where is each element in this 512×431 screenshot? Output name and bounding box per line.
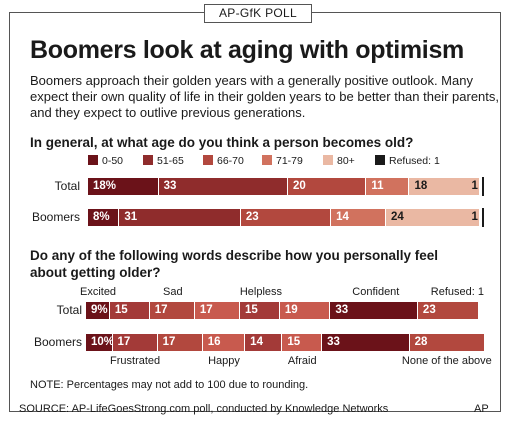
bar-segment: 19 [279, 302, 331, 319]
legend-label: Refused: 1 [389, 155, 440, 167]
bar-segment: 14 [245, 334, 283, 351]
chart2-question-text: Do any of the following words describe h… [30, 248, 439, 280]
legend-item: 66-70 [203, 155, 244, 167]
data-label: 1 [471, 180, 478, 192]
bar-segment: 15 [282, 334, 323, 351]
legend-swatch [88, 155, 98, 165]
segment-word-label: Refused: 1 [430, 286, 484, 298]
headline: Boomers look at aging with optimism [30, 36, 464, 64]
row-label: Total [56, 303, 82, 317]
segment-word-label: Happy [208, 355, 240, 367]
legend-swatch [262, 155, 272, 165]
legend-item: Refused: 1 [375, 155, 440, 167]
row-label: Total [54, 179, 80, 193]
segment-word-label: Afraid [287, 355, 317, 367]
legend-swatch [143, 155, 153, 165]
segment-word-label: Excited [79, 286, 117, 298]
refused-tick [482, 177, 484, 196]
ap-credit: AP [474, 403, 489, 415]
chart2-question: Do any of the following words describe h… [30, 247, 470, 281]
segment-word-label: Sad [163, 286, 183, 298]
chart1-question: In general, at what age do you think a p… [30, 135, 414, 150]
bar-segment: 10% [86, 334, 113, 351]
legend-swatch [203, 155, 213, 165]
legend-item: 71-79 [262, 155, 303, 167]
bar-segment: 33 [158, 178, 288, 195]
bar-segment: 1 [472, 178, 484, 195]
bar-segment: 31 [119, 209, 241, 226]
legend-label: 51-65 [157, 155, 184, 167]
stacked-bar: 10% 17 17 16 14 15 33 28 [86, 334, 484, 351]
legend-label: 80+ [337, 155, 355, 167]
bar-segment: 17 [194, 302, 241, 319]
legend-item: 51-65 [143, 155, 184, 167]
bar-segment: 17 [157, 334, 203, 351]
legend-swatch [375, 155, 385, 165]
legend-swatch [323, 155, 333, 165]
poll-tag: AP-GfK POLL [204, 4, 312, 23]
bar-segment: 15 [240, 302, 280, 319]
bar-segment: 8% [88, 209, 120, 226]
bar-segment: 11 [366, 178, 410, 195]
bar-segment: 18% [88, 178, 159, 195]
bar-segment: 15 [109, 302, 150, 319]
bar-segment: 23 [417, 302, 479, 319]
bar-segment [478, 302, 484, 319]
bar-segment: 16 [202, 334, 246, 351]
bar-segment: 33 [322, 334, 410, 351]
bar-segment: 14 [331, 209, 386, 226]
stacked-bar: 18% 33 20 11 18 1 [88, 178, 484, 195]
row-label: Boomers [31, 210, 80, 224]
source-line: SOURCE: AP-LifeGoesStrong.com poll, cond… [19, 403, 389, 415]
bar-segment: 17 [112, 334, 158, 351]
intro-text: Boomers approach their golden years with… [30, 73, 499, 120]
legend-label: 66-70 [217, 155, 244, 167]
bar-segment: 23 [240, 209, 332, 226]
stacked-bar: 9% 15 17 17 15 19 33 23 [86, 302, 484, 319]
segment-word-label: Frustrated [110, 355, 161, 367]
bar-segment: 9% [86, 302, 110, 319]
segment-word-label: None of the above [401, 355, 492, 367]
row-label: Boomers [33, 335, 82, 349]
bar-segment: 28 [409, 334, 484, 351]
bar-segment: 18 [409, 178, 481, 195]
bar-segment: 33 [330, 302, 418, 319]
data-label: 1 [471, 211, 478, 223]
legend-label: 71-79 [276, 155, 303, 167]
legend-item: 80+ [323, 155, 355, 167]
bar-segment: 20 [287, 178, 367, 195]
bar-segment: 17 [149, 302, 195, 319]
stacked-bar: 8% 31 23 14 24 1 [88, 209, 484, 226]
bar-segment: 24 [385, 209, 481, 226]
refused-tick [482, 208, 484, 227]
legend-label: 0-50 [102, 155, 124, 167]
segment-word-label: Helpless [239, 286, 283, 298]
segment-word-label: Confident [352, 286, 400, 298]
legend-item: 0-50 [88, 155, 123, 167]
footnote: NOTE: Percentages may not add to 100 due… [30, 379, 309, 391]
